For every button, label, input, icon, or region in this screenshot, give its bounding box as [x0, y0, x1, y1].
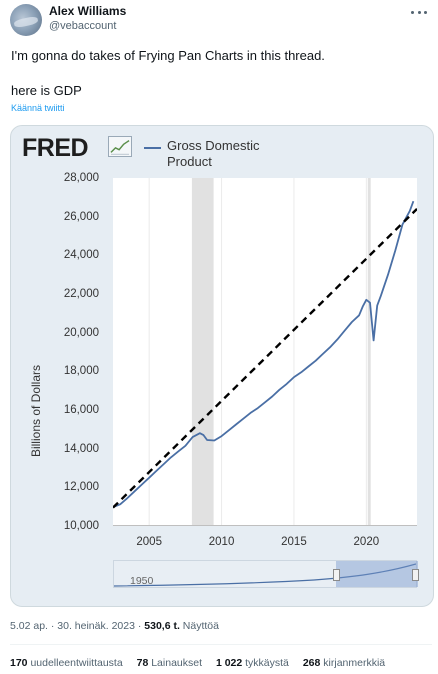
recession-band-0	[191, 178, 214, 526]
author-name[interactable]: Alex Williams	[49, 4, 127, 18]
avatar[interactable]	[10, 4, 42, 36]
divider	[10, 644, 432, 645]
recession-band-1	[367, 178, 371, 526]
legend-swatch	[144, 147, 161, 149]
y-axis-title: Billions of Dollars	[29, 364, 43, 458]
y-tick-label: 16,000	[63, 404, 99, 416]
likes-label: tykkäystä	[242, 657, 289, 669]
legend-label: Gross Domestic Product	[167, 138, 287, 170]
navigator-left-handle[interactable]	[333, 569, 340, 581]
navigator-start-label: 1950	[130, 575, 154, 587]
retweets-label: uudelleentwiittausta	[27, 657, 123, 669]
author-block[interactable]: Alex Williams @vebaccount	[49, 4, 126, 33]
navigator-right-handle[interactable]	[412, 569, 419, 581]
more-options-icon[interactable]	[411, 9, 427, 15]
y-tick-label: 10,000	[63, 520, 99, 532]
bookmarks-count: 268	[302, 657, 321, 669]
y-tick-label: 20,000	[63, 326, 99, 339]
quotes-label: Lainaukset	[148, 657, 203, 669]
x-tick-label: 2015	[281, 536, 307, 548]
legend-label-line1: Gross Domestic	[167, 138, 260, 153]
y-tick-label: 22,000	[63, 288, 99, 300]
y-tick-label: 18,000	[63, 365, 99, 378]
x-tick-label: 2010	[208, 536, 235, 548]
quotes-count: 78	[136, 657, 149, 669]
y-tick-label: 14,000	[63, 442, 99, 455]
tweet-meta: 5.02 ap. · 30. heinäk. 2023 · 530,6 t. N…	[10, 620, 219, 633]
x-tick-label: 2005	[136, 536, 162, 548]
views-count: 530,6 t.	[144, 620, 180, 632]
series-line-0	[113, 200, 415, 508]
y-tick-label: 26,000	[63, 210, 99, 223]
y-tick-label: 28,000	[63, 172, 99, 184]
trend-line	[113, 208, 417, 509]
bookmarks-label: kirjanmerkkiä	[320, 657, 386, 669]
likes-count: 1 022	[215, 657, 243, 669]
navigator-sparkline	[114, 563, 416, 587]
range-navigator[interactable]: 1950	[113, 560, 419, 588]
quotes-stat[interactable]: 78 Lainaukset	[137, 657, 202, 669]
y-tick-label: 12,000	[63, 481, 99, 494]
tweet-text-line2: here is GDP	[11, 83, 82, 98]
tweet-timestamp[interactable]: 5.02 ap. · 30. heinäk. 2023 ·	[10, 620, 145, 632]
fred-mini-chart-icon	[108, 136, 132, 157]
likes-stat[interactable]: 1 022 tykkäystä	[216, 657, 289, 669]
retweets-stat[interactable]: 170 uudelleentwiittausta	[10, 657, 123, 669]
views-label: Näyttöä	[179, 620, 219, 632]
gdp-line-chart[interactable]	[113, 178, 417, 526]
translate-tweet-link[interactable]: Käännä twiitti	[11, 103, 65, 113]
author-handle[interactable]: @vebaccount	[49, 20, 117, 32]
x-tick-label: 2020	[353, 536, 380, 548]
fred-logo: FRED	[22, 134, 89, 162]
retweets-count: 170	[10, 657, 28, 669]
legend-label-line2: Product	[167, 154, 212, 169]
tweet-media-card[interactable]: FRED Gross Domestic Product Billions of …	[10, 125, 434, 607]
engagement-stats: 170 uudelleentwiittausta 78 Lainaukset 1…	[10, 657, 396, 670]
tweet-text-line1: I'm gonna do takes of Frying Pan Charts …	[11, 48, 325, 63]
navigator-selection[interactable]	[336, 561, 418, 587]
y-tick-label: 24,000	[63, 249, 99, 262]
bookmarks-stat[interactable]: 268 kirjanmerkkiä	[303, 657, 385, 669]
